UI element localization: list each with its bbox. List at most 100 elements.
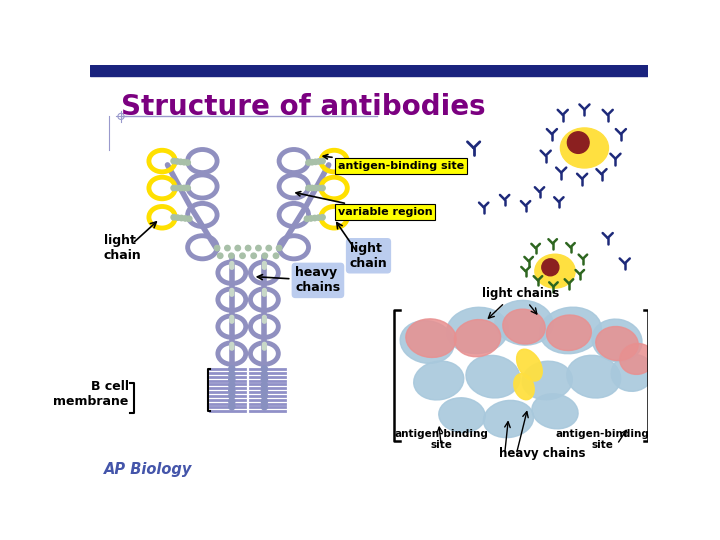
Circle shape <box>229 387 235 394</box>
Ellipse shape <box>595 327 638 361</box>
Circle shape <box>261 387 267 394</box>
Circle shape <box>262 253 268 259</box>
Circle shape <box>316 215 321 220</box>
Circle shape <box>261 382 267 388</box>
Circle shape <box>230 291 234 294</box>
Circle shape <box>261 372 267 377</box>
Circle shape <box>542 259 559 276</box>
Circle shape <box>175 215 180 220</box>
Circle shape <box>262 342 266 346</box>
Circle shape <box>306 160 311 165</box>
Circle shape <box>181 159 187 165</box>
Circle shape <box>225 245 230 251</box>
Circle shape <box>174 185 180 191</box>
Ellipse shape <box>611 354 654 392</box>
Ellipse shape <box>466 355 520 398</box>
Circle shape <box>262 264 266 267</box>
Text: antigen-binding
site: antigen-binding site <box>555 429 649 450</box>
Circle shape <box>229 382 235 388</box>
Circle shape <box>262 318 266 321</box>
Circle shape <box>320 158 325 164</box>
Text: AP Biology: AP Biology <box>104 462 192 477</box>
Text: heavy
chains: heavy chains <box>257 266 341 294</box>
Circle shape <box>312 159 318 165</box>
Circle shape <box>262 261 266 265</box>
Text: variable region: variable region <box>296 192 433 217</box>
Circle shape <box>262 315 266 319</box>
Circle shape <box>181 185 187 191</box>
Circle shape <box>306 185 311 191</box>
Ellipse shape <box>592 319 642 362</box>
Bar <box>90 65 648 76</box>
Circle shape <box>262 345 266 348</box>
Text: antigen-binding
site: antigen-binding site <box>394 429 488 450</box>
Circle shape <box>262 291 266 294</box>
Ellipse shape <box>517 349 542 381</box>
Circle shape <box>230 318 234 321</box>
Circle shape <box>185 160 190 165</box>
Circle shape <box>229 366 235 372</box>
Text: antigen-binding site: antigen-binding site <box>323 154 464 171</box>
Text: light
chain: light chain <box>350 242 387 270</box>
Circle shape <box>262 265 266 269</box>
Circle shape <box>230 288 234 292</box>
Circle shape <box>171 214 176 220</box>
Circle shape <box>251 253 256 259</box>
Ellipse shape <box>539 307 601 354</box>
Circle shape <box>217 253 223 259</box>
Circle shape <box>229 393 235 399</box>
Ellipse shape <box>620 343 654 374</box>
Circle shape <box>174 159 180 164</box>
Circle shape <box>230 264 234 267</box>
Ellipse shape <box>454 320 500 357</box>
Circle shape <box>185 185 190 191</box>
Circle shape <box>305 216 310 221</box>
Circle shape <box>266 245 271 251</box>
Circle shape <box>261 403 267 410</box>
Circle shape <box>567 132 589 153</box>
Circle shape <box>229 377 235 383</box>
Circle shape <box>310 159 315 165</box>
Ellipse shape <box>535 254 575 288</box>
Ellipse shape <box>546 315 591 350</box>
Circle shape <box>171 158 176 164</box>
Circle shape <box>230 261 234 265</box>
Circle shape <box>310 185 315 191</box>
Circle shape <box>312 185 318 191</box>
Circle shape <box>235 245 240 251</box>
Circle shape <box>262 346 266 350</box>
Circle shape <box>261 393 267 399</box>
Circle shape <box>316 159 322 164</box>
Ellipse shape <box>483 400 534 437</box>
Circle shape <box>262 288 266 292</box>
Text: light
chain: light chain <box>104 234 142 262</box>
Circle shape <box>171 185 176 191</box>
Text: Structure of antibodies: Structure of antibodies <box>121 93 485 121</box>
Ellipse shape <box>514 374 534 400</box>
Circle shape <box>230 319 234 323</box>
Text: heavy chains: heavy chains <box>499 448 585 461</box>
Circle shape <box>276 245 282 251</box>
Ellipse shape <box>414 361 464 400</box>
Ellipse shape <box>400 321 454 363</box>
Circle shape <box>186 216 192 221</box>
Circle shape <box>320 185 325 191</box>
Ellipse shape <box>532 394 578 429</box>
Ellipse shape <box>446 307 508 354</box>
Ellipse shape <box>503 309 545 344</box>
Circle shape <box>240 253 246 259</box>
Circle shape <box>320 214 325 220</box>
Circle shape <box>261 377 267 383</box>
Ellipse shape <box>438 398 485 433</box>
Circle shape <box>229 398 235 404</box>
Circle shape <box>215 245 220 251</box>
Circle shape <box>230 292 234 296</box>
Circle shape <box>230 315 234 319</box>
Circle shape <box>178 159 184 165</box>
Text: B cell
membrane: B cell membrane <box>53 380 129 408</box>
Circle shape <box>246 245 251 251</box>
Circle shape <box>229 403 235 410</box>
Circle shape <box>308 215 314 221</box>
Circle shape <box>274 253 279 259</box>
Circle shape <box>262 292 266 296</box>
